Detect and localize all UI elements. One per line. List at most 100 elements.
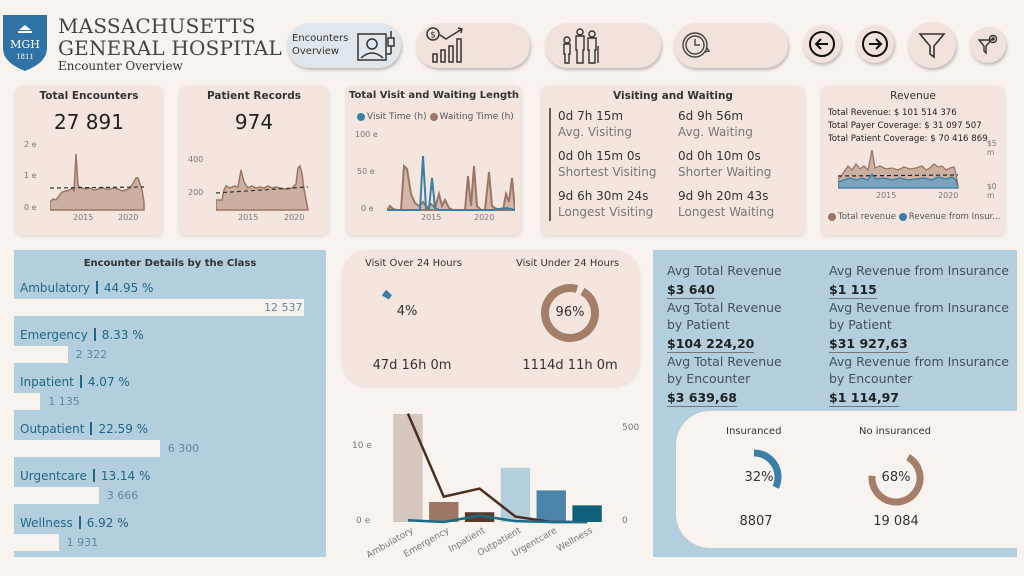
class-count-bar[interactable]	[14, 534, 59, 551]
insurance-card: Insuranced No insuranced 32% 68% 8807 19…	[676, 411, 1017, 548]
nav-encounters-overview[interactable]: Encounters Overview	[287, 23, 401, 68]
stat-label: Avg. Waiting	[678, 125, 753, 139]
revenue-patient-coverage: Total Patient Coverage: $ 70 416 869	[828, 134, 988, 144]
avg-insurance-revenue-label: Avg Revenue from Insurance	[829, 263, 1009, 278]
bar-urgentcare[interactable]	[536, 490, 566, 522]
avg-insurance-revenue-encounter-label: Avg Revenue from Insurance by Encounter	[829, 354, 1009, 386]
card-title: Patient Records	[207, 90, 301, 102]
y-left-tick: 10 e	[352, 441, 372, 451]
arrow-left-circle-icon	[809, 31, 835, 57]
x-tick: 2015	[73, 213, 94, 222]
legend-item-visit[interactable]: Visit Time (h)	[357, 112, 427, 122]
card-title: Revenue	[890, 90, 936, 102]
y-tick: 100 e	[355, 130, 378, 139]
filter-icon	[918, 33, 946, 59]
line-series-2[interactable]	[407, 514, 588, 524]
clock-history-icon	[682, 32, 711, 58]
y-left-tick: 0 e	[356, 516, 371, 526]
class-row-label: Outpatient 22.59 %	[20, 422, 149, 436]
svg-text:$: $	[430, 31, 436, 41]
revenue-card: Revenue Total Revenue: $ 101 514 376 Tot…	[822, 86, 1004, 235]
y-right-tick: 0	[622, 516, 628, 526]
y-tick: 0 e	[24, 203, 37, 212]
kpi-value: 974	[234, 110, 274, 134]
svg-text:1811: 1811	[16, 53, 34, 61]
mgh-logo: MGH 1811	[2, 14, 48, 72]
class-combo-chart: 10 e 0 e 500 0 Ambulatory Emergency Inpati…	[340, 405, 645, 570]
kpi-value: 27 891	[54, 110, 124, 134]
bar-ambulatory[interactable]	[393, 413, 423, 522]
bar-outpatient[interactable]	[500, 467, 531, 522]
legend-item-total-revenue[interactable]: Total revenue	[828, 212, 896, 222]
class-count-value: 6 300	[167, 442, 200, 455]
visit-under-donut	[541, 284, 599, 342]
y-tick: 0 e	[361, 204, 374, 213]
bar-emergency[interactable]	[429, 501, 459, 522]
hospital-title-line1: MASSACHUSETTS	[58, 14, 256, 38]
svg-text:MGH: MGH	[10, 38, 40, 51]
y-tick: 400	[188, 155, 204, 164]
nav-revenue[interactable]: $	[416, 23, 530, 68]
class-count-bar[interactable]	[14, 440, 160, 457]
class-count-value: 12 537	[264, 301, 303, 314]
stats-divider	[549, 108, 551, 221]
y-tick: 200	[188, 188, 204, 197]
x-tick: 2015	[238, 213, 259, 222]
legend-item-waiting[interactable]: Waiting Time (h)	[429, 112, 514, 122]
avg-total-revenue-label: Avg Total Revenue	[667, 263, 782, 278]
card-title: Visiting and Waiting	[613, 90, 733, 102]
insured-count: 8807	[739, 514, 773, 529]
x-tick: 2015	[421, 213, 442, 222]
x-tick: 2020	[474, 213, 495, 222]
stat-value: 9d 6h 30m 24s	[558, 189, 649, 203]
legend-item-insurance-revenue[interactable]: Revenue from Insur...	[898, 212, 1000, 222]
uninsured-title: No insuranced	[859, 426, 932, 437]
y-right-tick: 500	[622, 423, 640, 433]
visit-waiting-area-chart	[387, 155, 515, 211]
encounters-sparkline	[50, 153, 145, 211]
avg-total-revenue-patient-label: Avg Total Revenue by Patient	[667, 300, 782, 332]
class-count-bar[interactable]	[14, 487, 99, 504]
class-count-bar[interactable]	[14, 299, 304, 316]
patients-age-icon	[563, 28, 599, 64]
class-count-bar[interactable]	[14, 393, 41, 410]
patients-sparkline	[216, 164, 309, 211]
filter-button[interactable]	[908, 22, 956, 68]
panel-title: Encounter Details by the Class	[83, 258, 257, 269]
visit-under-pct: 96%	[555, 305, 585, 320]
stat-value: 6d 9h 56m	[678, 109, 744, 123]
insured-pct: 32%	[744, 470, 774, 485]
hospital-title-line2: GENERAL HOSPITAL	[58, 36, 282, 60]
y-tick: $5 m	[987, 139, 997, 157]
page-subtitle: Encounter Overview	[58, 59, 183, 73]
bar-inpatient[interactable]	[464, 512, 495, 522]
x-tick: 2020	[118, 213, 139, 222]
clear-filter-button[interactable]	[970, 27, 1006, 63]
forward-button[interactable]	[856, 25, 894, 63]
revenue-total: Total Revenue: $ 101 514 376	[828, 108, 957, 118]
nav-timing[interactable]	[674, 23, 788, 68]
class-row-label: Wellness 6.92 %	[20, 516, 129, 530]
stat-value: 9d 9h 20m 43s	[678, 189, 769, 203]
stat-value: 0d 0h 15m 0s	[558, 149, 641, 163]
class-row-label: Inpatient 4.07 %	[20, 375, 130, 389]
x-tick-label: Wellness	[555, 526, 595, 555]
stat-label: Longest Visiting	[558, 205, 654, 219]
avg-total-revenue-encounter-label: Avg Total Revenue by Encounter	[667, 354, 782, 386]
y-tick: 2 e	[24, 140, 37, 149]
stat-label: Longest Waiting	[678, 205, 775, 219]
class-count-bar[interactable]	[14, 346, 68, 363]
patient-records-card: Patient Records 974 400 200 2015 2020	[180, 86, 328, 235]
class-count-value: 1 931	[66, 536, 99, 549]
nav-patients[interactable]	[545, 23, 661, 68]
avg-total-revenue-patient-value: $104 224,20	[667, 336, 755, 353]
filter-clear-icon	[977, 34, 998, 55]
bar-wellness[interactable]	[572, 505, 602, 522]
back-button[interactable]	[803, 25, 841, 63]
stat-value: 0d 7h 15m	[558, 109, 624, 123]
chart-legend: Visit Time (h) Waiting Time (h)	[357, 112, 514, 122]
class-details-panel: Encounter Details by the Class Ambulator…	[14, 250, 326, 557]
class-row-label: Ambulatory 44.95 %	[20, 281, 154, 295]
uninsured-donut	[868, 450, 924, 506]
nav-label-line1: Encounters	[292, 33, 349, 44]
